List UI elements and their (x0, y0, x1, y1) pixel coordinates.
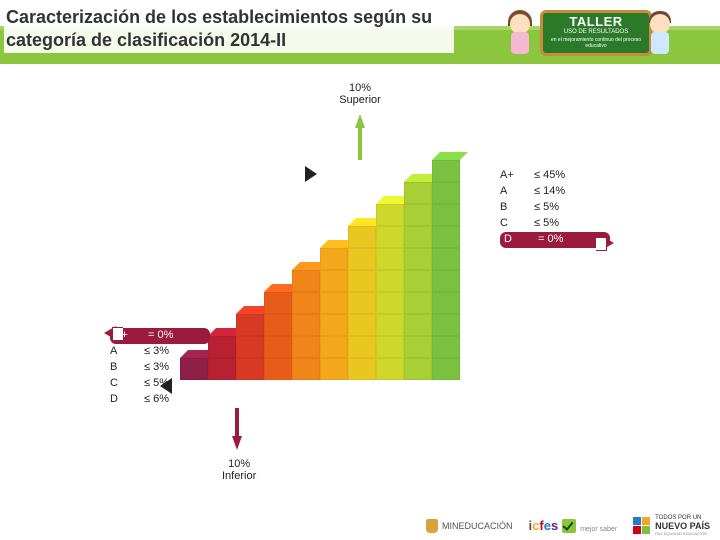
legend-value: ≤ 5% (534, 200, 559, 216)
bottom-percent: 10% (222, 458, 256, 470)
taller-subtitle: USO DE RESULTADOS (543, 29, 649, 35)
bar-column (320, 240, 348, 380)
girl-illustration (504, 10, 538, 68)
icfes-logo: icfes mejor saber (529, 518, 618, 533)
bar-column (264, 284, 292, 380)
legend-value: ≤ 6% (144, 392, 169, 408)
slide-title: Caracterización de los establecimientos … (4, 4, 454, 53)
legend-key: B (110, 360, 136, 376)
arrow-down-icon (232, 436, 242, 450)
top-category: Superior (339, 94, 381, 106)
mineducacion-logo: MINEDUCACIÓN (426, 519, 513, 533)
mineducacion-text: MINEDUCACIÓN (442, 521, 513, 531)
top-percent: 10% (339, 82, 381, 94)
legend-key: B (500, 200, 526, 216)
nuevo-pais-logo: TODOS POR UN NUEVO PAÍS PAZ EQUIDAD EDUC… (633, 515, 710, 536)
bar-column (236, 306, 264, 380)
legend-row: D ≤ 6% (110, 392, 210, 408)
legend-key: D (110, 392, 136, 408)
nuevo-line3: PAZ EQUIDAD EDUCACIÓN (655, 531, 710, 536)
bar-column (292, 262, 320, 380)
bar-column (376, 196, 404, 380)
icfes-sub: mejor saber (580, 526, 617, 533)
shield-icon (426, 519, 438, 533)
bar-column (208, 328, 236, 380)
taller-board: TALLER USO DE RESULTADOS en el mejoramie… (540, 10, 652, 56)
nuevo-line2: NUEVO PAÍS (655, 521, 710, 531)
legend-row: C ≤ 5% (110, 376, 210, 392)
callout-left-icon (104, 326, 116, 340)
legend-row: A ≤ 3% (110, 344, 210, 360)
pointer-top-right-icon (305, 166, 317, 182)
boy-illustration (644, 10, 678, 68)
callout-right-icon (602, 236, 614, 250)
legend-key: A (110, 344, 136, 360)
legend-value: ≤ 3% (144, 344, 169, 360)
icfes-wordmark: icfes (529, 518, 559, 533)
legend-key: C (500, 216, 526, 232)
legend-row: D = 0% (500, 232, 610, 248)
bar-column (404, 174, 432, 380)
bar-column (432, 152, 460, 380)
legend-value: ≤ 45% (534, 168, 565, 184)
check-icon (562, 519, 576, 533)
taller-caption: en el mejoramiento continuo del proceso … (543, 37, 649, 49)
legend-value: ≤ 5% (534, 216, 559, 232)
legend-key: C (110, 376, 136, 392)
legend-value: ≤ 5% (144, 376, 169, 392)
footer-logos: MINEDUCACIÓN icfes mejor saber TODOS POR… (426, 515, 710, 536)
top-percentile-label: 10% Superior (339, 82, 381, 106)
nuevo-pais-squares-icon (633, 517, 651, 535)
legend-row: B ≤ 3% (110, 360, 210, 376)
legend-value: ≤ 3% (144, 360, 169, 376)
taller-badge: TALLER USO DE RESULTADOS en el mejoramie… (510, 4, 670, 62)
legend-value: = 0% (538, 232, 563, 248)
legend-row: B ≤ 5% (500, 200, 610, 216)
legend-row: C ≤ 5% (500, 216, 610, 232)
taller-title: TALLER (543, 13, 649, 29)
legend-value: = 0% (148, 328, 173, 344)
bottom-percentile-label: 10% Inferior (222, 458, 256, 482)
legend-superior: A+ ≤ 45% A ≤ 14% B ≤ 5% C ≤ 5%D = 0% (500, 168, 610, 248)
legend-key: A+ (500, 168, 526, 184)
classification-chart: 10% Superior A+≤ 45%A≤ 14%B≤ 5%C≤ 5%D= 0… (0, 80, 720, 480)
legend-inferior: A+= 0%A ≤ 3% B ≤ 3% C ≤ 5% D ≤ 6% (110, 328, 210, 408)
bottom-category: Inferior (222, 470, 256, 482)
legend-row: A+= 0% (110, 328, 210, 344)
arrow-up-icon (355, 114, 365, 128)
legend-row: A ≤ 14% (500, 184, 610, 200)
legend-value: ≤ 14% (534, 184, 565, 200)
legend-row: A+ ≤ 45% (500, 168, 610, 184)
slide-header: Caracterización de los establecimientos … (0, 0, 720, 70)
nuevo-pais-text: TODOS POR UN NUEVO PAÍS PAZ EQUIDAD EDUC… (655, 515, 710, 536)
bar-column (348, 218, 376, 380)
legend-key: A (500, 184, 526, 200)
legend-key: D (504, 232, 530, 248)
